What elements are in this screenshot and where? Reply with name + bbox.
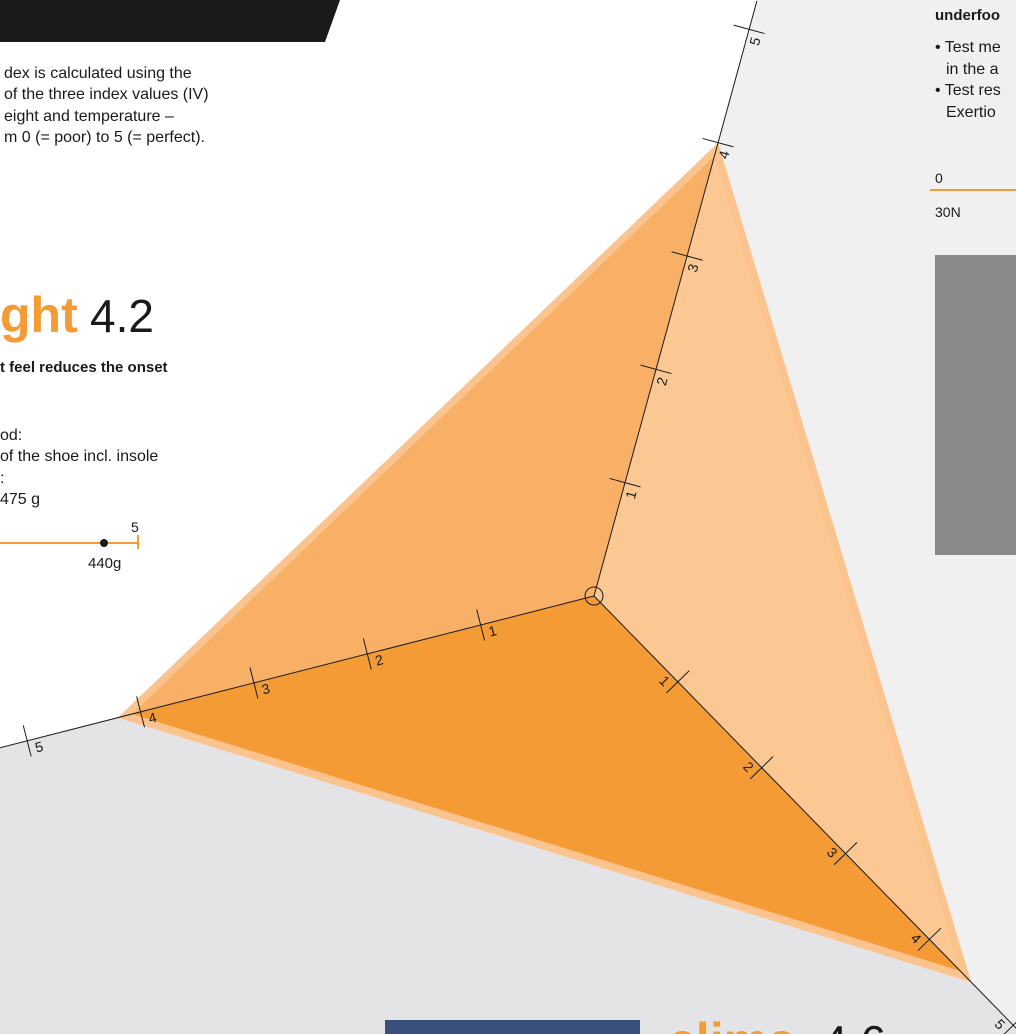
tick-label: 2 <box>373 651 385 668</box>
intro-line: eight and temperature – <box>4 108 174 125</box>
tick-mark <box>249 667 259 699</box>
tick-mark <box>640 364 672 375</box>
tick-mark <box>136 696 146 728</box>
intro-line: dex is calculated using the <box>4 65 192 82</box>
intro-line: m 0 (= poor) to 5 (= perfect). <box>4 129 205 146</box>
scale-label: 5 <box>131 519 139 535</box>
tick-mark <box>749 756 774 780</box>
banner <box>0 0 340 42</box>
method-line: of the shoe incl. insole <box>0 448 158 465</box>
radar-wedge <box>132 156 715 714</box>
tick-mark <box>666 670 690 694</box>
method-line: : <box>0 470 4 487</box>
intro-line: of the three index values (IV) <box>4 86 209 103</box>
tick-mark <box>917 927 942 951</box>
photo <box>385 1020 640 1034</box>
tick-label: 2 <box>653 375 671 387</box>
tick-mark <box>609 477 641 488</box>
bullet: Exertio <box>946 104 996 121</box>
method-line: od: <box>0 427 22 444</box>
radar-wedge <box>594 156 960 971</box>
tick-mark <box>733 24 765 35</box>
tick-mark <box>671 251 703 261</box>
tick-label: 4 <box>147 709 159 726</box>
tick-mark <box>22 725 32 757</box>
section-title: underfoo <box>935 7 1000 24</box>
tick-mark <box>362 638 372 670</box>
method-line: 475 g <box>0 491 40 508</box>
scale-dot <box>100 539 108 547</box>
photo <box>935 255 1016 555</box>
radar-wedge <box>132 596 960 971</box>
axis-line <box>593 595 1016 1029</box>
tick-label: 1 <box>622 489 640 501</box>
tick-label: 1 <box>487 622 499 639</box>
tick-label: 3 <box>260 680 272 697</box>
tick-mark <box>476 609 486 641</box>
score: 4.6 <box>822 1016 886 1034</box>
subtitle: t feel reduces the onset <box>0 359 168 376</box>
tick-label: 3 <box>684 262 702 274</box>
scale-label: 0 <box>935 170 943 186</box>
axis-line <box>593 0 758 597</box>
axis-line <box>0 595 595 749</box>
bullet: • Test me <box>935 39 1001 56</box>
scale-label: 30N <box>935 204 961 220</box>
tick-mark <box>702 137 734 148</box>
score: 4.2 <box>90 290 154 342</box>
tick-mark <box>833 841 858 866</box>
tick-label: 5 <box>746 35 764 47</box>
radar-center <box>584 586 604 606</box>
tick-label: 4 <box>715 149 733 161</box>
scale-label: 440g <box>88 555 121 572</box>
section-title: clima <box>668 1013 797 1034</box>
section-title: ght <box>0 287 78 343</box>
tick-label: 5 <box>33 738 45 755</box>
tick-mark <box>1003 1021 1016 1034</box>
bullet: in the a <box>946 61 999 78</box>
bullet: • Test res <box>935 82 1001 99</box>
